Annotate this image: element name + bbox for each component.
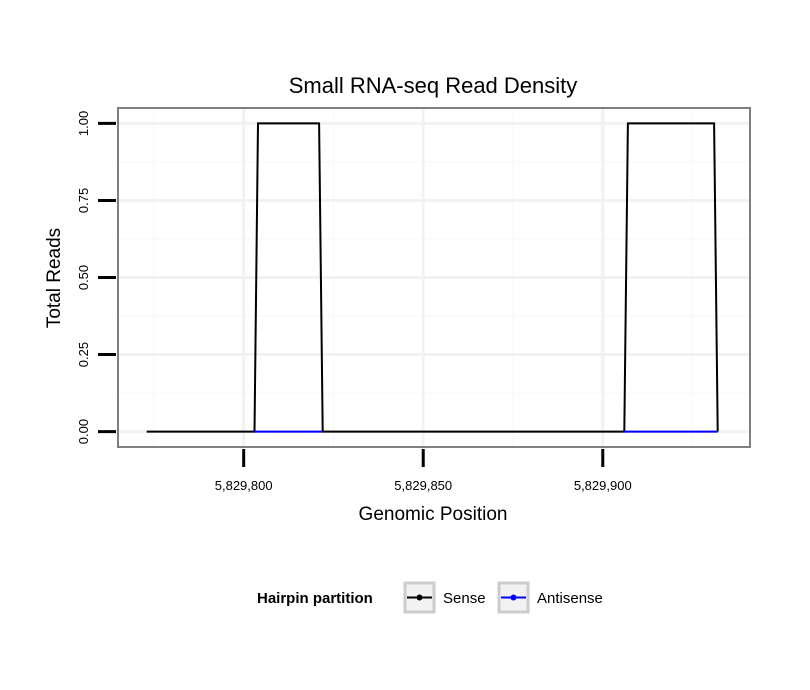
- legend-key-point-antisense: [510, 594, 517, 601]
- y-tick-label: 0.00: [76, 419, 91, 444]
- x-tick-label: 5,829,850: [394, 478, 452, 493]
- y-tick-label: 0.50: [76, 265, 91, 290]
- y-tick-label: 0.25: [76, 342, 91, 367]
- legend-label-sense: Sense: [443, 590, 486, 607]
- y-tick-label: 1.00: [76, 111, 91, 136]
- x-tick-label: 5,829,800: [215, 478, 273, 493]
- x-axis-title: Genomic Position: [359, 504, 508, 525]
- legend: Hairpin partition Sense Antisense: [257, 581, 603, 614]
- y-tick-label: 0.75: [76, 188, 91, 213]
- x-tick-label: 5,829,900: [574, 478, 632, 493]
- legend-label-antisense: Antisense: [537, 590, 603, 607]
- y-axis-title: Total Reads: [44, 228, 65, 328]
- legend-title: Hairpin partition: [257, 590, 373, 607]
- chart-title: Small RNA-seq Read Density: [289, 73, 578, 98]
- axes: 0.00 0.25 0.50 0.75 1.00 5,829,800 5,829,850 5,…: [76, 111, 632, 493]
- series-line-sense: [146, 122, 719, 433]
- panel-border: [117, 107, 751, 448]
- legend-key-point-sense: [416, 594, 423, 601]
- plot-area: [117, 107, 751, 448]
